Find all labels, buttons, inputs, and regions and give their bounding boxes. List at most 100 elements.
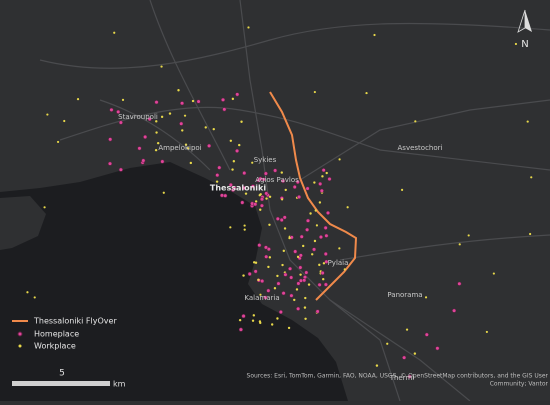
place-label: Ampelokipoi <box>158 144 201 152</box>
workplace-dot <box>492 272 495 275</box>
workplace-dot <box>458 243 461 246</box>
flyover-route <box>269 91 358 301</box>
workplace-dot <box>413 352 417 355</box>
homeplace-dot <box>223 193 228 198</box>
homeplace-dot <box>324 233 329 238</box>
workplace-dot <box>296 255 300 259</box>
workplace-dot <box>288 236 291 240</box>
workplace-dot <box>168 112 172 115</box>
workplace-dot <box>400 188 404 191</box>
workplace-dot <box>314 209 317 212</box>
scale-label: 5 <box>59 369 65 379</box>
homeplace-dot <box>228 182 233 187</box>
homeplace-dot <box>283 272 288 277</box>
workplace-dot <box>373 33 376 37</box>
workplace-dot <box>63 119 66 123</box>
homeplace-dot <box>292 184 297 190</box>
workplace-dot <box>287 326 291 330</box>
workplace-dot <box>322 262 326 265</box>
homeplace-dot <box>402 355 407 360</box>
workplace-dot <box>33 296 36 299</box>
homeplace-dot <box>260 279 265 284</box>
homeplace-dot <box>321 168 326 173</box>
place-label: Agios Pavlos <box>255 176 299 184</box>
roads <box>39 0 550 402</box>
homeplace-dot <box>141 158 146 163</box>
workplace-dot <box>338 247 341 250</box>
scale-rect <box>12 381 110 386</box>
place-label: Asvestochori <box>398 144 443 152</box>
homeplace-dot <box>108 137 113 142</box>
workplace-dot <box>244 192 248 195</box>
homeplace-dot <box>215 173 220 178</box>
homeplace-dot <box>302 278 307 283</box>
workplace-dot <box>267 265 270 269</box>
homeplace-dot <box>242 171 247 176</box>
homeplace-dot <box>296 306 301 311</box>
workplace-dot <box>424 296 428 299</box>
workplace-dot <box>229 139 233 143</box>
workplace-dot <box>240 120 243 123</box>
homeplace-dot <box>435 346 440 351</box>
workplace-dot <box>113 31 116 34</box>
homeplace-dot <box>305 227 310 232</box>
workplace-dot <box>251 319 255 322</box>
workplace-dot <box>204 126 207 129</box>
homeplace-dot <box>298 265 303 270</box>
legend-label: Workplace <box>34 342 76 351</box>
homeplace-dot <box>457 281 462 286</box>
workplace-dot <box>293 298 296 302</box>
homeplace-dot <box>295 179 300 185</box>
homeplace-dot <box>296 281 301 286</box>
workplace-dot <box>485 330 488 334</box>
workplace-dot <box>243 228 246 231</box>
homeplace-dot <box>318 235 324 240</box>
workplace-dot <box>282 249 286 253</box>
homeplace-dot <box>238 327 243 332</box>
homeplace-dot <box>289 275 294 280</box>
workplace-dot <box>243 224 246 227</box>
workplace-dot <box>414 120 417 123</box>
homeplace-dot <box>250 184 256 189</box>
place-label: Thermi <box>389 374 415 382</box>
workplace-dot <box>295 288 299 291</box>
workplace-dot <box>229 226 232 229</box>
homeplace-dot <box>264 191 269 196</box>
workplace-dot <box>375 364 379 367</box>
workplace-dot <box>280 171 283 174</box>
homeplace-dot <box>324 259 329 264</box>
homeplace-dot <box>317 282 322 287</box>
workplace-dot <box>238 318 242 322</box>
homeplace-dot <box>275 216 280 221</box>
workplace-dot <box>189 161 193 165</box>
homeplace-dot <box>320 270 325 276</box>
place-label: Sykies <box>254 156 277 164</box>
workplace-dot <box>247 26 250 29</box>
homeplace-dot <box>118 120 123 125</box>
workplace-dot <box>283 227 287 230</box>
homeplace-dot <box>318 181 323 186</box>
workplace-dot <box>276 317 279 320</box>
workplace-dot <box>467 234 470 237</box>
workplace-dot <box>155 131 158 134</box>
workplace-dot <box>257 278 260 282</box>
workplace-dot <box>238 143 241 147</box>
homeplace-dot <box>273 168 278 173</box>
workplace-dot <box>254 261 258 264</box>
homeplace-dot <box>264 254 269 259</box>
workplace-dot <box>343 268 346 271</box>
homeplace-dot <box>241 185 246 191</box>
homeplace-dot <box>259 203 264 208</box>
homeplace-dot <box>253 202 258 207</box>
workplace-dot <box>318 263 321 267</box>
workplace-dot <box>215 180 219 183</box>
workplace-dot <box>386 342 389 345</box>
homeplace-dot <box>160 159 165 164</box>
legend-label: Homeplace <box>34 330 79 339</box>
homeplace-dot <box>319 188 324 193</box>
homeplace-dot <box>266 247 271 252</box>
workplace-dot <box>162 191 165 194</box>
homeplace-dot <box>222 107 227 112</box>
homeplace-dot <box>258 176 263 181</box>
